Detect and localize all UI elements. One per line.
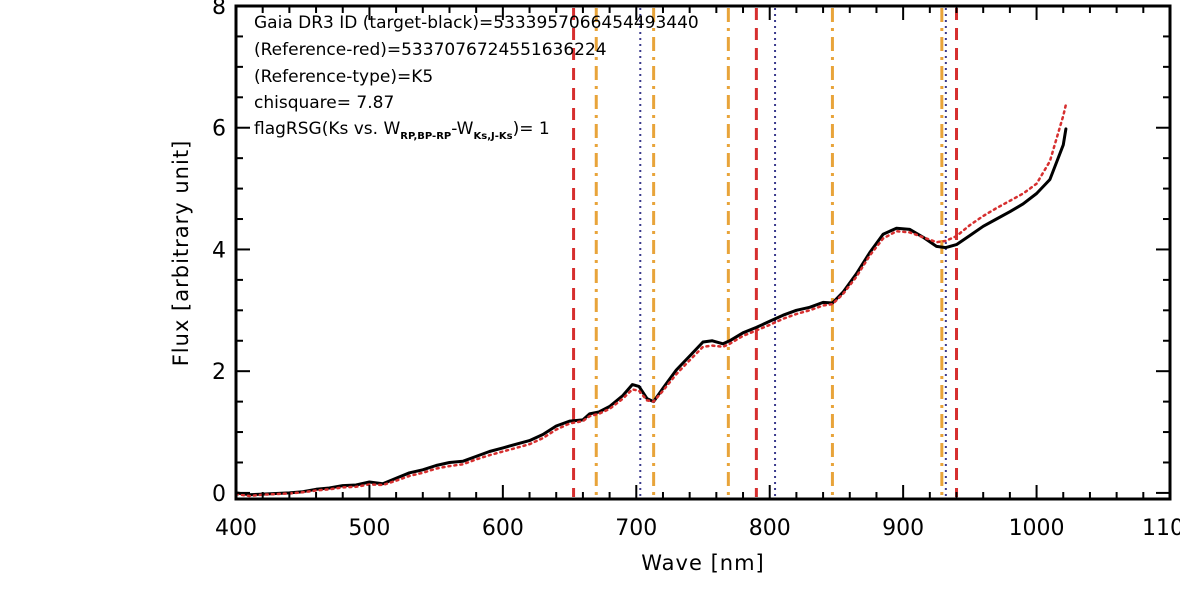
flux-series	[234, 103, 1068, 498]
x-tick-label-400: 400	[215, 516, 257, 541]
vertical-marker-lines	[572, 8, 959, 497]
flag-label-middle: -W	[451, 119, 473, 139]
annotation-line-3: (Reference-type)=K5	[254, 67, 433, 87]
x-tick-label-600: 600	[482, 516, 524, 541]
y-tick-label-8: 8	[212, 0, 226, 20]
x-tick-label-800: 800	[749, 516, 791, 541]
y-tick-label-4: 4	[212, 238, 226, 263]
y-tick-label-2: 2	[212, 360, 226, 385]
flag-subscript-1: RP,BP-RP	[400, 131, 451, 142]
y-tick-label-0: 0	[212, 482, 226, 507]
x-tick-label-700: 700	[615, 516, 657, 541]
annotation-line-5: flagRSG(Ks vs. WRP,BP-RP-WKs,J-Ks)= 1	[254, 119, 550, 142]
y-axis-title: Flux [arbitrary unit]	[169, 140, 193, 367]
annotation-line-1: Gaia DR3 ID (target-black)=5333957066454…	[254, 13, 699, 33]
x-tick-label-500: 500	[348, 516, 390, 541]
flag-label-prefix: flagRSG(Ks vs. W	[254, 119, 400, 139]
flag-subscript-2: Ks,J-Ks	[474, 131, 513, 142]
annotation-block: Gaia DR3 ID (target-black)=5333957066454…	[254, 13, 699, 142]
plot-frame	[234, 4, 1172, 501]
x-axis-title: Wave [nm]	[641, 551, 764, 575]
flag-label-suffix: )= 1	[513, 119, 550, 139]
x-tick-label-1000: 1000	[1009, 516, 1065, 541]
annotation-line-2: (Reference-red)=5337076724551636224	[254, 40, 607, 60]
reference-flux-line	[234, 103, 1068, 498]
x-tick-label-900: 900	[882, 516, 924, 541]
y-tick-label-6: 6	[212, 117, 226, 142]
annotation-line-4: chisquare= 7.87	[254, 93, 394, 113]
